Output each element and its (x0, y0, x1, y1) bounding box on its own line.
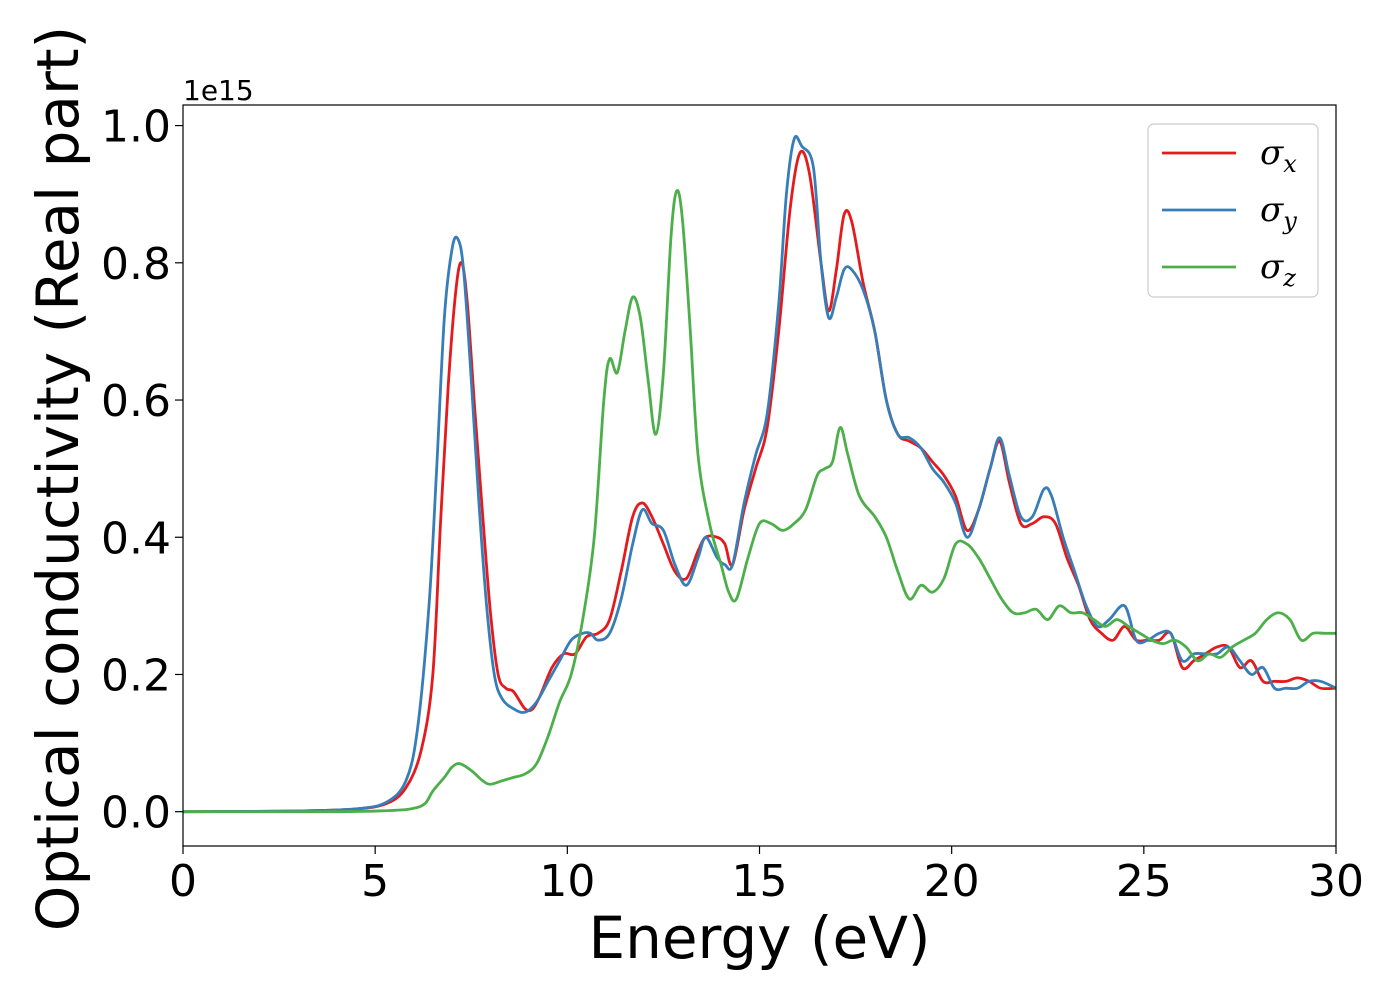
x-tick-label: 5 (361, 856, 389, 907)
x-tick-label: 10 (539, 856, 595, 907)
y-tick-label: 0.0 (101, 788, 171, 839)
x-tick-label: 15 (732, 856, 788, 907)
x-axis-label: Energy (eV) (588, 904, 930, 972)
y-tick-label: 0.2 (101, 650, 171, 701)
series-line-z (183, 189, 1336, 814)
x-tick-label: 0 (169, 856, 197, 907)
y-axis: 0.0 0.2 0.4 0.6 0.8 1.0 (101, 102, 183, 839)
legend-entry-y: σy (1162, 190, 1297, 235)
legend-entry-x: σx (1162, 133, 1297, 178)
x-axis: 0 5 10 15 20 25 30 (169, 846, 1364, 907)
legend-entry-z: σz (1162, 247, 1296, 292)
legend-label: σz (1260, 247, 1296, 292)
y-axis-label: Optical conductivity (Real part) (24, 26, 92, 931)
legend: σx σy σz (1147, 123, 1319, 298)
y-tick-label: 0.6 (101, 376, 171, 427)
x-tick-label: 30 (1308, 856, 1364, 907)
series-line-y (183, 134, 1336, 814)
y-tick-label: 0.8 (101, 239, 171, 290)
y-tick-label: 0.4 (101, 513, 171, 564)
x-tick-label: 20 (924, 856, 980, 907)
y-tick-label: 1.0 (101, 102, 171, 153)
legend-label: σx (1260, 133, 1297, 178)
y-offset-label: 1e15 (183, 74, 254, 107)
x-tick-label: 25 (1116, 856, 1172, 907)
series-layer (183, 134, 1336, 814)
legend-label: σy (1260, 190, 1297, 235)
